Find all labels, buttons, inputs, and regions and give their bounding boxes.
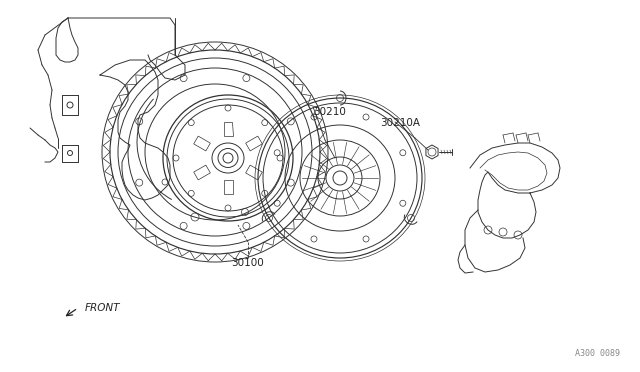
Text: FRONT: FRONT xyxy=(85,303,120,313)
Text: A300 0089: A300 0089 xyxy=(575,349,620,358)
Text: 30210A: 30210A xyxy=(380,118,420,128)
Text: 30210: 30210 xyxy=(313,107,346,117)
Text: 30100: 30100 xyxy=(232,258,264,268)
